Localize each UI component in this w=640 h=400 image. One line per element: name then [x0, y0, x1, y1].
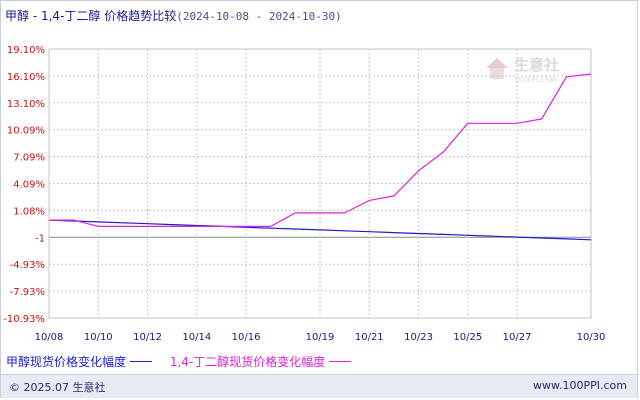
- footer-site-link[interactable]: www.100PPI.com: [533, 379, 627, 392]
- x-tick-label: 10/30: [577, 332, 606, 343]
- y-tick-label: -4.93%: [10, 260, 45, 271]
- y-tick-label: 4.09%: [13, 180, 45, 191]
- x-tick-label: 10/21: [355, 332, 384, 343]
- legend-label-series2: 1,4-丁二醇现货价格变化幅度: [169, 355, 326, 369]
- chart-title: 甲醇 - 1,4-丁二醇 价格趋势比较(2024-10-08 - 2024-10…: [5, 7, 342, 24]
- watermark-url: 100PPI.COM: [514, 76, 557, 84]
- y-axis-ticks: 19.10% 16.10% 13.10% 10.09% 7.09% 4.09% 1.08% -…: [3, 45, 45, 325]
- chart-title-text: 甲醇 - 1,4-丁二醇 价格趋势比较: [5, 9, 177, 23]
- y-tick-label: -7.93%: [10, 287, 45, 298]
- legend-item-series2: 1,4-丁二醇现货价格变化幅度: [169, 353, 352, 370]
- x-tick-label: 10/19: [306, 332, 335, 343]
- x-axis-ticks: 10/08 10/10 10/12 10/14 10/16 10/19 10/21 10/23…: [35, 332, 606, 343]
- y-tick-label: 16.10%: [7, 72, 45, 83]
- watermark-logo: 生意社 100PPI.COM: [484, 54, 580, 88]
- chart-date-range: (2024-10-08 - 2024-10-30): [176, 10, 342, 23]
- x-tick-label: 10/23: [404, 332, 433, 343]
- y-tick-label: 7.09%: [13, 153, 45, 164]
- x-tick-label: 10/10: [84, 332, 113, 343]
- y-tick-label: -10.93%: [3, 314, 45, 325]
- chart-grid: [48, 48, 592, 319]
- x-tick-label: 10/16: [232, 332, 261, 343]
- legend-swatch-series1: [130, 361, 153, 362]
- x-tick-label: 10/12: [133, 332, 162, 343]
- y-tick-label: 10.09%: [7, 126, 45, 137]
- x-tick-label: 10/08: [35, 332, 64, 343]
- x-tick-label: 10/25: [453, 332, 482, 343]
- footer-bar: © 2025.07 生意社 www.100PPI.com: [1, 374, 637, 398]
- series-lines: [48, 73, 592, 241]
- y-tick-label: 13.10%: [7, 99, 45, 110]
- legend-swatch-series2: [329, 361, 352, 362]
- series-line-1: [48, 219, 592, 241]
- y-tick-label: -1: [35, 233, 45, 244]
- x-tick-label: 10/14: [182, 332, 211, 343]
- house-logo-icon: [486, 58, 508, 79]
- y-tick-label: 1.08%: [13, 206, 45, 217]
- watermark-brand: 生意社: [514, 56, 560, 74]
- legend-item-series1: 甲醇现货价格变化幅度: [6, 353, 153, 370]
- chart-legend: 甲醇现货价格变化幅度 1,4-丁二醇现货价格变化幅度: [6, 353, 365, 370]
- footer-copyright: © 2025.07 生意社: [9, 381, 106, 394]
- series-line-2: [49, 73, 592, 227]
- y-tick-label: 19.10%: [7, 45, 45, 56]
- legend-label-series1: 甲醇现货价格变化幅度: [6, 355, 127, 369]
- x-tick-label: 10/27: [503, 332, 532, 343]
